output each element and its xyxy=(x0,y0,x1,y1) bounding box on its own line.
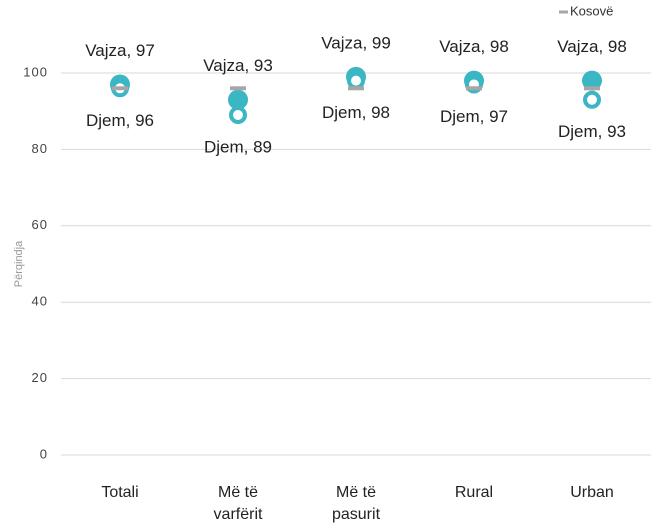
data-label: Vajza, 99 xyxy=(321,33,391,52)
x-tick-label: Totali xyxy=(101,484,138,501)
ring-dot xyxy=(229,106,247,125)
y-tick-label: 100 xyxy=(23,64,48,79)
data-label: Djem, 97 xyxy=(440,107,508,126)
y-axis-label: Përqindja xyxy=(13,240,25,287)
dash-mark xyxy=(348,86,364,91)
y-tick-label: 40 xyxy=(32,294,48,309)
y-tick-label: 80 xyxy=(32,141,48,156)
y-tick-label: 0 xyxy=(40,446,48,461)
x-tick-label: Rural xyxy=(455,484,493,501)
dot xyxy=(582,70,602,91)
data-label: Djem, 98 xyxy=(322,103,390,122)
legend-swatch xyxy=(559,10,568,14)
dash-mark xyxy=(230,86,246,91)
x-tick-label: Më të pasurit xyxy=(332,484,381,523)
x-tick-label: Urban xyxy=(570,484,614,501)
dash-mark xyxy=(584,86,600,91)
dash-mark xyxy=(466,86,482,91)
data-label: Vajza, 97 xyxy=(85,41,155,60)
y-tick-label: 60 xyxy=(32,217,48,232)
data-label: Djem, 93 xyxy=(558,122,626,141)
ring-dot xyxy=(583,90,601,109)
dash-mark xyxy=(112,86,128,91)
data-label: Vajza, 93 xyxy=(203,56,273,75)
data-label: Djem, 96 xyxy=(86,111,154,130)
ring-dot xyxy=(347,71,365,90)
data-label: Vajza, 98 xyxy=(557,37,627,56)
legend-label: Kosovë xyxy=(570,3,613,18)
data-label: Djem, 89 xyxy=(204,138,272,157)
dot xyxy=(228,89,248,110)
data-label: Vajza, 98 xyxy=(439,37,509,56)
x-tick-label: Më të varfërit xyxy=(214,484,263,523)
y-tick-label: 20 xyxy=(32,370,48,385)
